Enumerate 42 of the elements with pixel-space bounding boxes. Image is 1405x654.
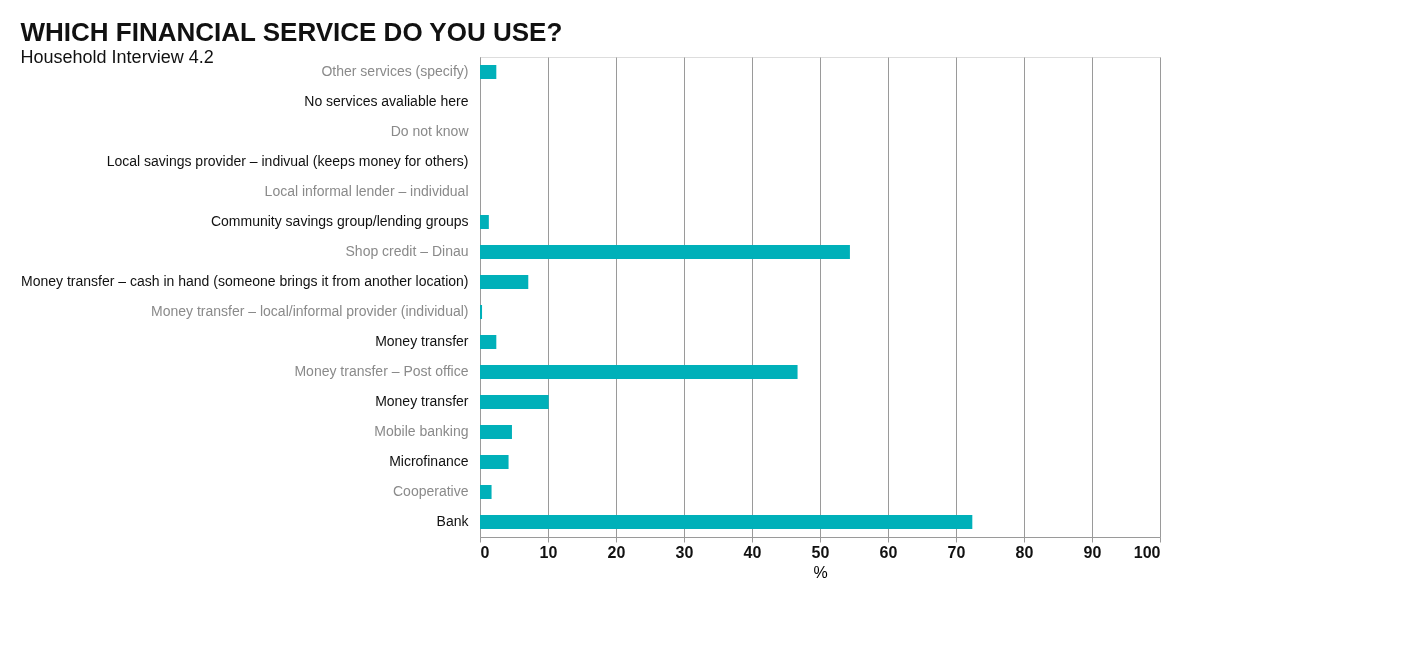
bar — [480, 215, 489, 229]
y-tick-label: Microfinance — [389, 453, 469, 469]
x-tick-label: 70 — [947, 543, 966, 561]
x-tick-label: 30 — [675, 543, 694, 561]
bar — [480, 275, 529, 289]
y-tick-label: Money transfer – local/informal provider (individual) — [151, 303, 469, 319]
x-tick-label: 90 — [1083, 543, 1102, 561]
y-tick-label: Local informal lender – individual — [264, 183, 469, 199]
y-tick-label: Other services (specify) — [321, 63, 469, 79]
y-tick-label: Cooperative — [393, 483, 469, 499]
y-tick-label: Bank — [436, 513, 470, 529]
bar — [480, 365, 798, 379]
y-tick-label: Do not know — [390, 123, 470, 139]
bar — [480, 245, 850, 259]
y-tick-label: Money transfer — [375, 333, 469, 349]
x-tick-label: 50 — [811, 543, 830, 561]
bar — [480, 425, 512, 439]
x-tick-label: 80 — [1015, 543, 1034, 561]
bar — [480, 65, 497, 79]
bar — [480, 335, 497, 349]
x-tick-label: 40 — [743, 543, 762, 561]
y-tick-label: No services avaliable here — [304, 93, 469, 109]
x-tick-label: 100 — [1133, 543, 1161, 561]
y-tick-label: Local savings provider – indivual (keeps money for others) — [106, 153, 469, 169]
x-tick-label: 10 — [539, 543, 558, 561]
y-tick-label: Money transfer — [375, 393, 469, 409]
y-tick-label: Money transfer – Post office — [294, 363, 469, 379]
y-tick-label: Community savings group/lending groups — [210, 213, 469, 229]
bar — [480, 485, 492, 499]
bar — [480, 305, 483, 319]
x-tick-label: 60 — [879, 543, 898, 561]
chart-title: WHICH FINANCIAL SERVICE DO YOU USE? — [20, 17, 563, 47]
x-tick-label: 0 — [480, 543, 490, 561]
x-axis-title: % — [813, 563, 828, 581]
y-tick-label: Money transfer – cash in hand (someone brings it from another location) — [21, 273, 469, 289]
text: Household Interview 4.2 — [20, 47, 214, 67]
x-tick-label: 20 — [607, 543, 626, 561]
y-tick-label: Shop credit – Dinau — [345, 243, 469, 259]
bar — [480, 395, 549, 409]
bar — [480, 515, 973, 529]
bar — [480, 455, 509, 469]
y-tick-label: Mobile banking — [374, 423, 469, 439]
